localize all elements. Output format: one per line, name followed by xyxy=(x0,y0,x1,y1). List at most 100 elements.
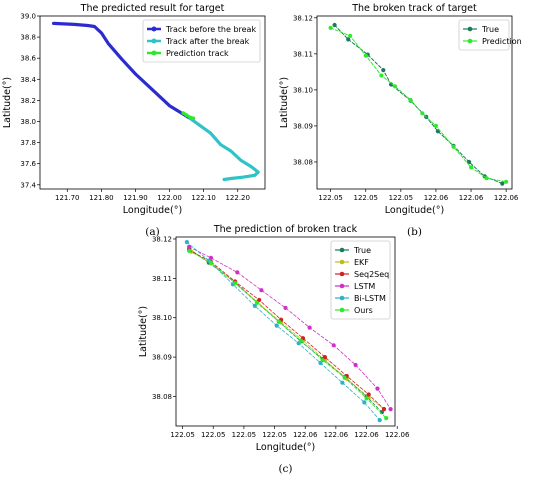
chart-a-y-tick-label: 38.2 xyxy=(20,97,36,105)
chart-c-data-point xyxy=(307,325,312,330)
chart-a-x-tick-label: 122.00 xyxy=(157,194,182,202)
chart-a-y-tick-label: 39.0 xyxy=(20,13,36,21)
chart-c-data-point xyxy=(366,392,371,397)
chart-a-track-result: The predicted result for target 121.70 121… xyxy=(2,3,266,238)
chart-b-data-point xyxy=(332,22,337,28)
chart-a-plot-frame xyxy=(39,15,266,190)
chart-a-caption: (a) xyxy=(145,226,159,238)
chart-b-x-tick-label: 122.05 xyxy=(389,194,414,202)
chart-a-legend-label: Track before the break xyxy=(165,25,256,34)
chart-a-data-point xyxy=(184,113,189,117)
chart-c-y-tick-label: 38.09 xyxy=(152,354,172,362)
chart-c-series-line-4 xyxy=(186,241,381,421)
chart-a-series-1 xyxy=(188,116,260,182)
chart-c-x-tick-label: 122.05 xyxy=(201,431,226,439)
chart-c-legend-label: Bi-LSTM xyxy=(354,294,386,303)
chart-b-data-point xyxy=(328,25,333,30)
chart-c-series-line-1 xyxy=(190,251,385,410)
chart-c-x-tick-label: 122.05 xyxy=(170,431,195,439)
chart-c-data-point xyxy=(340,380,345,385)
chart-b-x-axis-label: Longitude(°) xyxy=(385,205,444,216)
chart-c-x-tick-label: 122.05 xyxy=(262,431,287,439)
chart-c-y-axis-label: Latitude(°) xyxy=(138,306,149,357)
chart-a-data-point xyxy=(191,116,196,121)
chart-b-legend-marker xyxy=(467,38,473,44)
chart-a-x-tick-label: 121.90 xyxy=(123,194,148,202)
chart-b-series-line-1 xyxy=(330,27,507,183)
chart-c-legend-marker xyxy=(339,271,345,277)
chart-c-data-point xyxy=(320,358,325,363)
chart-b-x-tick-label: 122.06 xyxy=(459,194,484,202)
chart-b-y-tick-label: 38.11 xyxy=(293,50,313,58)
chart-a-y-tick-label: 38.4 xyxy=(20,76,36,84)
chart-c-series-line-3 xyxy=(188,246,392,410)
chart-c-data-point xyxy=(276,319,281,324)
chart-b-data-point xyxy=(420,111,425,116)
chart-b-legend: True Prediction xyxy=(458,19,522,51)
chart-a-x-tick-label: 121.80 xyxy=(89,194,114,202)
chart-c-data-point xyxy=(208,260,214,265)
chart-b-legend-label: Prediction xyxy=(482,37,522,46)
chart-c-data-point xyxy=(233,281,238,286)
chart-c-data-point xyxy=(377,418,382,423)
chart-b-y-tick-label: 38.12 xyxy=(293,14,313,22)
chart-b-x-tick-label: 122.05 xyxy=(354,194,379,202)
chart-c-legend-label: True xyxy=(353,246,371,255)
chart-c-data-point xyxy=(184,240,189,245)
chart-c-caption: (c) xyxy=(278,463,292,475)
chart-c-data-point xyxy=(322,355,327,360)
chart-c-data-point xyxy=(235,270,240,275)
chart-a-title: The predicted result for target xyxy=(80,3,225,14)
chart-c-data-point xyxy=(331,343,336,348)
chart-a-legend: Track before the break Track after the br… xyxy=(142,19,261,63)
chart-c-legend-label: Seq2Seq xyxy=(354,270,389,279)
chart-c-y-tick-label: 38.12 xyxy=(152,235,172,243)
chart-b-legend-label: True xyxy=(481,25,499,34)
chart-c-x-tick-label: 122.06 xyxy=(385,431,410,439)
chart-c-broken-track-prediction: The prediction of broken track 122.05 122.… xyxy=(138,224,410,475)
chart-c-x-tick-label: 122.06 xyxy=(293,431,318,439)
chart-b-data-point xyxy=(500,181,505,186)
chart-c-data-point xyxy=(375,386,380,391)
chart-a-legend-label: Prediction track xyxy=(166,49,229,58)
chart-c-legend: True EKF Seq2Seq LSTM Bi-LSTM Ours xyxy=(330,240,391,320)
chart-c-data-point xyxy=(298,338,303,343)
chart-b-data-point xyxy=(379,73,384,78)
chart-c-legend-marker xyxy=(339,283,345,289)
chart-c-legend-box xyxy=(330,240,391,320)
chart-a-legend-label: Track after the break xyxy=(165,37,250,46)
chart-c-plot-frame xyxy=(175,236,396,427)
chart-b-y-tick-label: 38.10 xyxy=(293,86,313,94)
chart-a-y-tick-label: 38.6 xyxy=(20,55,36,63)
chart-c-title: The prediction of broken track xyxy=(213,224,358,235)
chart-b-data-point xyxy=(467,159,472,165)
chart-b-series-1 xyxy=(328,25,509,184)
chart-a-series-line-0 xyxy=(51,21,192,120)
chart-b-x-tick-label: 122.06 xyxy=(494,194,519,202)
chart-c-data-point xyxy=(364,396,369,401)
chart-a-x-tick-label: 122.20 xyxy=(225,194,250,202)
chart-b-caption: (b) xyxy=(407,226,422,238)
chart-b-data-point xyxy=(469,165,474,170)
chart-a-x-tick-label: 122.10 xyxy=(191,194,216,202)
chart-b-data-point xyxy=(484,176,489,181)
chart-b-x-tick-label: 122.06 xyxy=(424,194,449,202)
chart-a-y-tick-label: 38.8 xyxy=(20,34,36,42)
chart-a-legend-marker xyxy=(151,50,157,56)
chart-c-legend-label: LSTM xyxy=(354,282,375,291)
chart-b-x-tick-label: 122.05 xyxy=(318,194,343,202)
chart-b-data-point xyxy=(346,37,351,42)
chart-b-title: The broken track of target xyxy=(351,3,477,14)
chart-c-x-tick-label: 122.05 xyxy=(232,431,257,439)
chart-c-x-axis-label: Longitude(°) xyxy=(256,442,315,453)
chart-c-legend-label: EKF xyxy=(354,258,369,267)
chart-a-data-point xyxy=(181,111,185,115)
chart-b-data-point xyxy=(504,179,509,184)
chart-b-data-point xyxy=(381,68,386,73)
chart-a-series-2 xyxy=(181,111,196,121)
chart-b-y-tick-label: 38.08 xyxy=(293,158,313,166)
chart-c-series-5 xyxy=(187,248,389,421)
chart-a-legend-box xyxy=(142,19,261,63)
chart-b-data-point xyxy=(363,53,368,58)
